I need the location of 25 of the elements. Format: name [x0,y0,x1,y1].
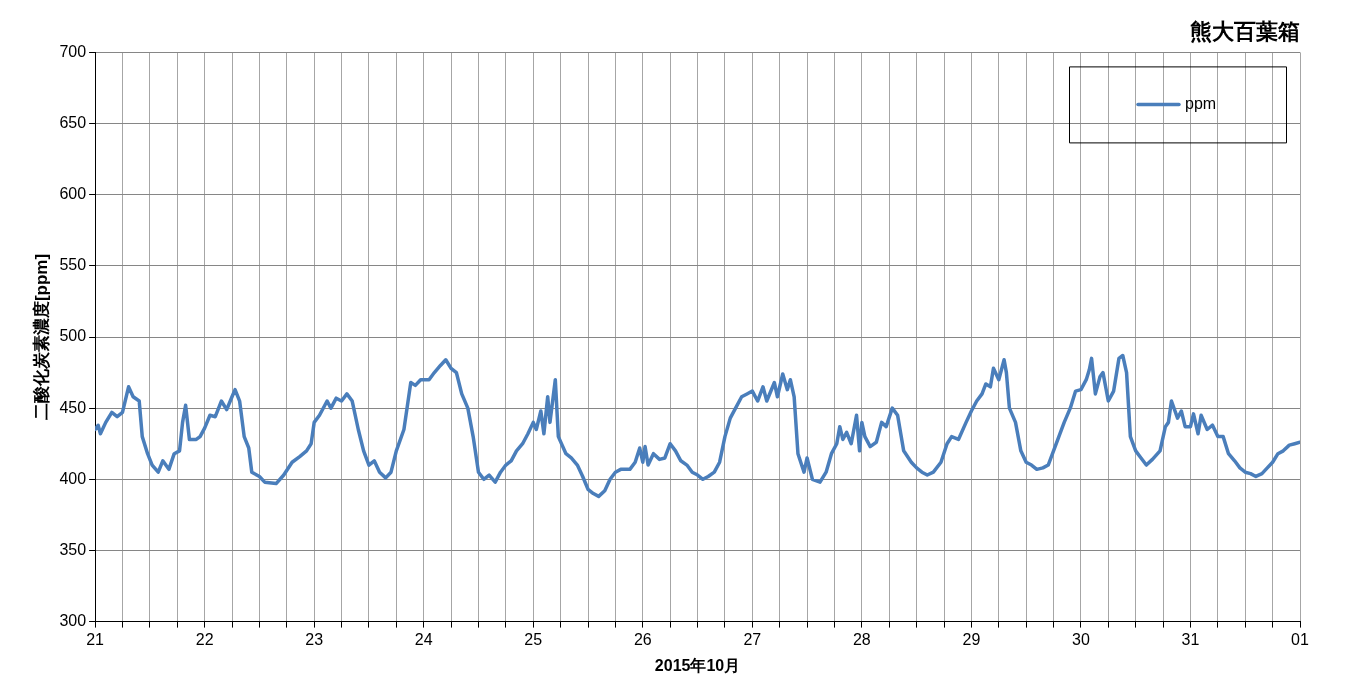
x-tick-label: 21 [86,630,105,648]
y-tick-label: 300 [59,612,87,630]
y-tick-label: 500 [59,327,87,345]
x-axis-title: 2015年10月 [654,656,741,674]
x-tick-label: 31 [1181,630,1200,648]
y-tick-label: 600 [59,185,87,203]
legend-label: ppm [1185,94,1217,112]
y-tick-label: 550 [59,256,87,274]
x-tick-label: 01 [1291,630,1309,648]
y-axis-title: 二酸化炭素濃度[ppm] [31,253,51,421]
x-tick-label: 27 [743,630,762,648]
x-tick-label: 30 [1072,630,1090,648]
y-tick-label: 350 [59,540,87,558]
y-tick-label: 700 [59,42,87,60]
y-tick-label: 450 [59,398,87,416]
y-tick-label: 400 [59,469,87,487]
chart-title: 熊大百葉箱 [1190,19,1300,45]
x-tick-label: 28 [852,630,871,648]
x-tick-label: 26 [633,630,652,648]
x-tick-label: 22 [195,630,214,648]
x-tick-label: 24 [414,630,433,648]
x-tick-label: 29 [962,630,981,648]
y-tick-label: 650 [59,113,87,131]
x-tick-label: 23 [305,630,324,648]
x-tick-label: 25 [524,630,543,648]
